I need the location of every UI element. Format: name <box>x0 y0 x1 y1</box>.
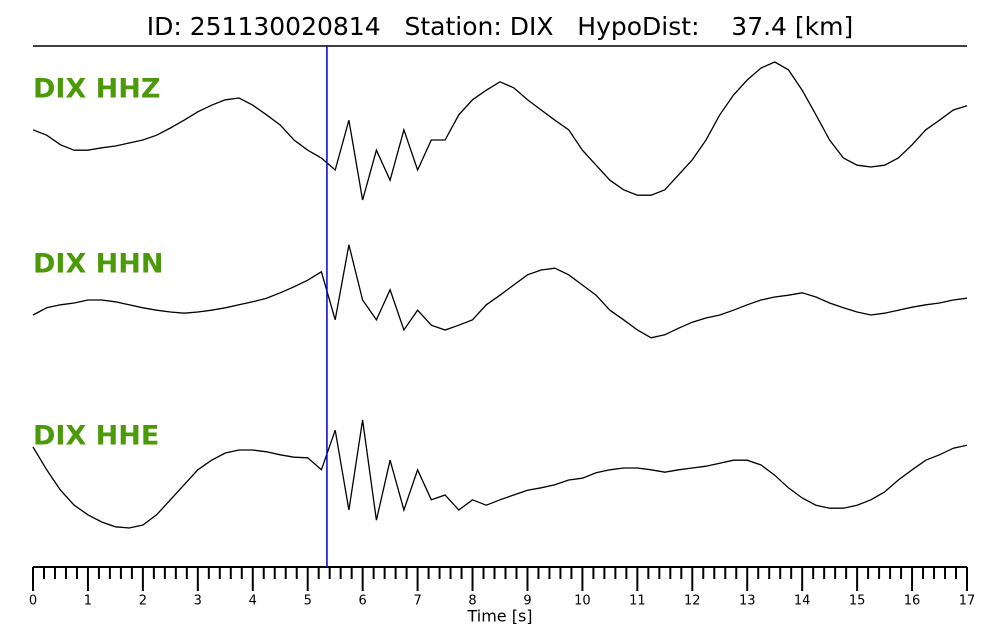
x-tick-label: 9 <box>523 594 531 609</box>
trace <box>32 61 968 201</box>
x-tick-label: 16 <box>904 594 921 609</box>
trace-label: DIX HHZ <box>33 74 160 105</box>
x-tick-label: 1 <box>84 594 92 609</box>
x-tick-label: 15 <box>849 594 866 609</box>
trace-label: DIX HHN <box>33 249 163 280</box>
x-tick-label: 17 <box>959 594 976 609</box>
trace <box>32 419 968 529</box>
x-tick-label: 14 <box>794 594 811 609</box>
x-axis-label: Time [s] <box>466 607 532 626</box>
x-tick-label: 10 <box>574 594 591 609</box>
x-tick-label: 8 <box>468 594 476 609</box>
x-tick-label: 0 <box>29 594 37 609</box>
x-tick-label: 7 <box>413 594 421 609</box>
x-tick-label: 3 <box>194 594 202 609</box>
x-tick-label: 13 <box>739 594 756 609</box>
x-tick-label: 6 <box>359 594 367 609</box>
x-tick-label: 2 <box>139 594 147 609</box>
trace <box>32 244 968 339</box>
trace-label: DIX HHE <box>33 421 159 452</box>
x-tick-label: 5 <box>304 594 312 609</box>
x-tick-label: 4 <box>249 594 257 609</box>
chart-title: ID: 251130020814 Station: DIX HypoDist: … <box>147 12 853 41</box>
x-tick-label: 11 <box>629 594 646 609</box>
x-tick-label: 12 <box>684 594 701 609</box>
